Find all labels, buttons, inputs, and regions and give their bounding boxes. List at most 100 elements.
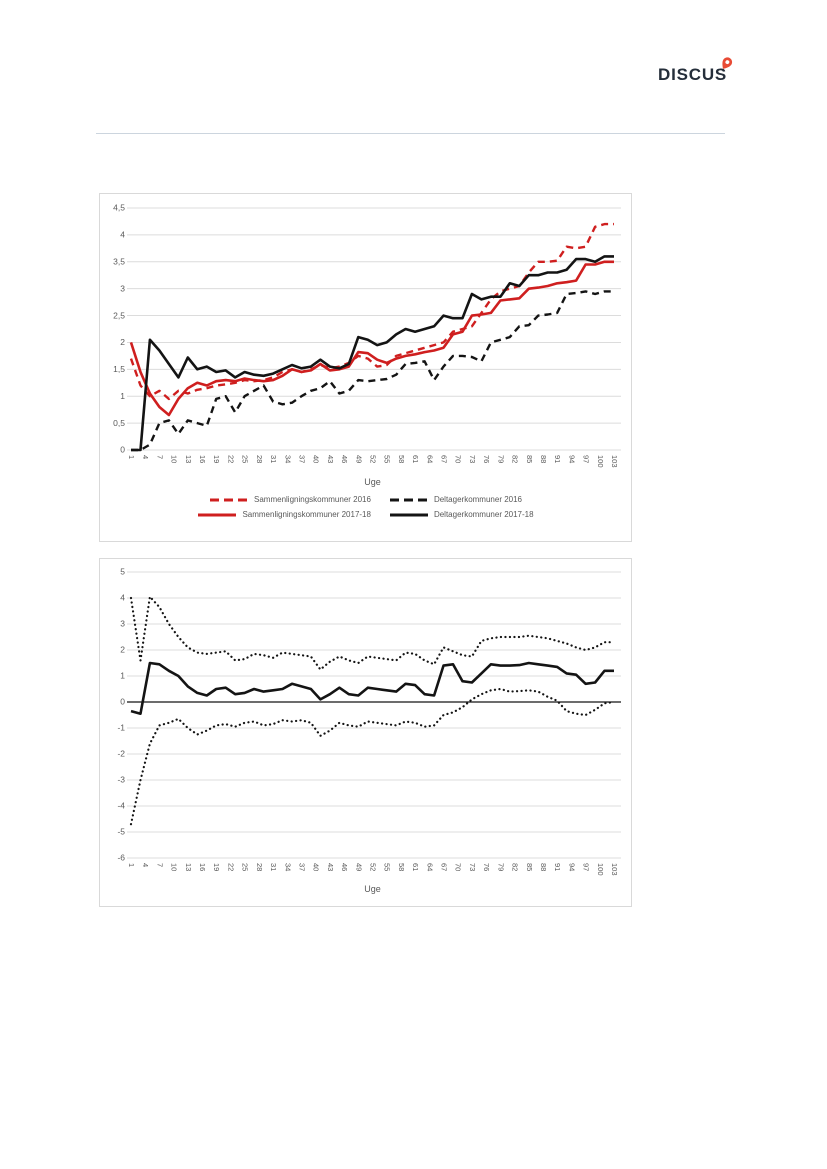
legend-item-sammenligningskommuner-2016: Sammenligningskommuner 2016	[209, 495, 371, 504]
x-tick-label: 55	[383, 863, 392, 871]
x-tick-label: 58	[397, 455, 406, 463]
x-tick-label: 31	[269, 863, 278, 871]
x-tick-label: 100	[596, 863, 605, 876]
x-tick-label: 94	[567, 455, 576, 463]
y-tick-label: 4,5	[113, 203, 125, 213]
legend-label: Deltagerkommuner 2016	[433, 495, 522, 504]
x-tick-label: 25	[241, 455, 250, 463]
series-line-sammenligningskommuner-2016	[129, 222, 614, 401]
series-line-deltagerkommuner-2016	[131, 290, 614, 452]
x-tick-label: 10	[170, 863, 179, 871]
x-tick-label: 28	[255, 863, 264, 871]
x-tick-label: 97	[582, 455, 591, 463]
gridlines	[127, 207, 621, 451]
legend-item-deltagerkommuner-2017-18: Deltagerkommuner 2017-18	[389, 510, 534, 519]
y-tick-label: -2	[117, 749, 125, 759]
x-tick-label: 88	[539, 455, 548, 463]
y-tick-label: 3,5	[113, 256, 125, 266]
x-tick-label: 67	[440, 455, 449, 463]
x-tick-label: 43	[326, 863, 335, 871]
x-tick-label: 61	[411, 455, 420, 463]
x-tick-label: 85	[525, 455, 534, 463]
x-tick-label: 34	[283, 455, 292, 463]
x-tick-label: 64	[425, 455, 434, 463]
x-tick-label: 73	[468, 455, 477, 463]
gridlines	[127, 571, 621, 859]
series-line-upper-confidence-band	[129, 595, 616, 671]
legend-line-sample	[389, 498, 428, 501]
x-tick-label: 19	[212, 455, 221, 463]
x-tick-label: 13	[184, 863, 193, 871]
x-tick-label: 22	[226, 863, 235, 871]
x-tick-label: 46	[340, 863, 349, 871]
x-tick-label: 22	[226, 455, 235, 463]
y-tick-label: 0,5	[113, 418, 125, 428]
x-tick-label: 37	[297, 863, 306, 871]
legend-label: Sammenligningskommuner 2017-18	[242, 510, 371, 519]
y-tick-label: 1,5	[113, 364, 125, 374]
y-tick-label: -4	[117, 801, 125, 811]
y-tick-label: 3	[120, 283, 125, 293]
y-tick-label: 2,5	[113, 310, 125, 320]
y-axis-ticks: 4,5 4 3,5 3 2,5 2 1,5 1 0,5 0	[113, 203, 125, 455]
x-tick-label: 76	[482, 863, 491, 871]
y-tick-label: -1	[117, 723, 125, 733]
x-tick-label: 46	[340, 455, 349, 463]
x-tick-label: 91	[553, 863, 562, 871]
series-line-deltagerkommuner-2017-18	[131, 255, 614, 452]
legend-line-sample	[198, 513, 237, 516]
y-tick-label: 1	[120, 671, 125, 681]
y-axis-ticks: 5 4 3 2 1 0 -1 -2 -3 -4 -5 -6	[117, 567, 125, 863]
chart-employment-comparison: 4,5 4 3,5 3 2,5 2 1,5 1 0,5 0 1 4 7 10 13 16 19 22 25 28 31 3…	[99, 193, 632, 542]
x-tick-label: 67	[440, 863, 449, 871]
x-tick-label: 70	[454, 863, 463, 871]
y-tick-label: 1	[120, 391, 125, 401]
x-tick-label: 28	[255, 455, 264, 463]
chart-effect-difference: 5 4 3 2 1 0 -1 -2 -3 -4 -5 -6 1 4 7 10 13 16 19 22 25 28 31 34 3…	[99, 558, 632, 907]
x-tick-label: 73	[468, 863, 477, 871]
discus-logo: DISCUS	[658, 57, 742, 88]
x-tick-label: 10	[170, 455, 179, 463]
x-tick-label: 97	[582, 863, 591, 871]
legend-line-sample	[389, 513, 428, 516]
x-tick-label: 79	[496, 455, 505, 463]
legend-line-sample	[210, 498, 248, 501]
x-tick-label: 40	[312, 455, 321, 463]
y-tick-label: -5	[117, 827, 125, 837]
x-tick-label: 103	[610, 455, 619, 468]
series-line-lower-confidence-band	[129, 687, 616, 826]
x-tick-label: 34	[283, 863, 292, 871]
x-tick-label: 94	[567, 863, 576, 871]
y-tick-label: 5	[120, 567, 125, 577]
x-axis-title: Uge	[364, 884, 381, 894]
x-axis-ticks: 1 4 7 10 13 16 19 22 25 28 31 34 37 40 43 46 49 52 55 58 61 6…	[127, 455, 619, 468]
series-line-effect-difference	[130, 661, 614, 715]
x-tick-label: 7	[155, 455, 164, 459]
legend-label: Deltagerkommuner 2017-18	[433, 510, 534, 519]
y-tick-label: 2	[120, 337, 125, 347]
x-tick-label: 70	[454, 455, 463, 463]
header-divider	[96, 133, 725, 134]
x-tick-label: 91	[553, 455, 562, 463]
chart-legend: Sammenligningskommuner 2016 Deltagerkommu…	[100, 495, 631, 519]
series-line-sammenligningskommuner-2017-18	[129, 260, 614, 417]
x-tick-label: 4	[141, 863, 150, 867]
legend-row: Sammenligningskommuner 2017-18 Deltagerko…	[197, 510, 534, 519]
x-tick-label: 79	[496, 863, 505, 871]
location-pin-icon	[722, 57, 733, 69]
x-tick-label: 52	[369, 455, 378, 463]
x-tick-label: 55	[383, 455, 392, 463]
x-tick-label: 7	[155, 863, 164, 867]
y-tick-label: 3	[120, 619, 125, 629]
y-tick-label: 0	[120, 697, 125, 707]
y-tick-label: 2	[120, 645, 125, 655]
x-tick-label: 49	[354, 863, 363, 871]
x-axis-title: Uge	[364, 477, 381, 487]
legend-item-deltagerkommuner-2016: Deltagerkommuner 2016	[389, 495, 522, 504]
x-tick-label: 85	[525, 863, 534, 871]
x-tick-label: 82	[511, 455, 520, 463]
x-tick-label: 82	[511, 863, 520, 871]
x-tick-label: 100	[596, 455, 605, 468]
x-tick-label: 43	[326, 455, 335, 463]
